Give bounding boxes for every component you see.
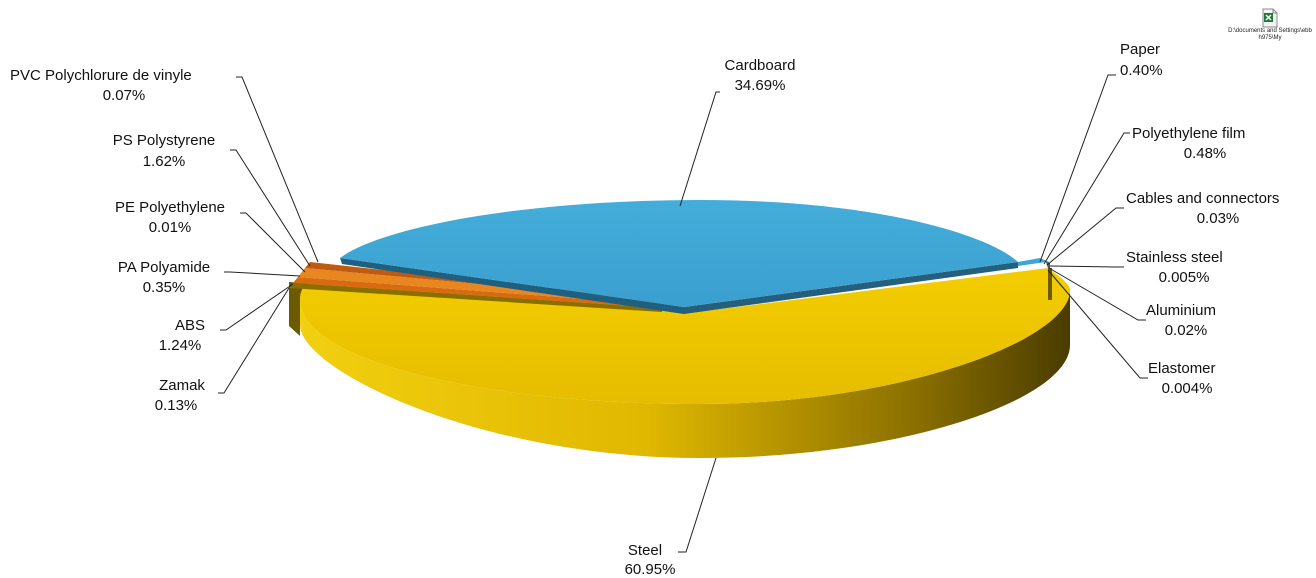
- leader-polyethylene-film: [1043, 132, 1130, 265]
- label-stainless-steel: Stainless steel 0.005%: [1126, 249, 1223, 286]
- slice-steel-right-wall: [1048, 268, 1052, 300]
- label-pa: PA Polyamide 0.35%: [118, 259, 210, 296]
- label-zamak: Zamak 0.13%: [155, 377, 206, 414]
- label-steel: Steel 60.95%: [625, 542, 676, 578]
- label-pe: PE Polyethylene 0.01%: [115, 199, 225, 236]
- slice-cardboard-rim: [340, 258, 684, 314]
- leader-cardboard: [679, 91, 720, 207]
- label-elastomer-name: Elastomer: [1148, 360, 1216, 377]
- label-cardboard: Cardboard 34.69%: [725, 57, 796, 94]
- label-paper-value: 0.40%: [1120, 62, 1163, 79]
- leader-paper: [1039, 74, 1116, 263]
- slice-pa: [293, 277, 662, 308]
- label-cables-value: 0.03%: [1197, 210, 1240, 227]
- label-pe-value: 0.01%: [149, 219, 192, 236]
- label-pa-value: 0.35%: [143, 279, 186, 296]
- label-steel-name: Steel: [628, 542, 662, 559]
- label-ps: PS Polystyrene 1.62%: [113, 132, 216, 170]
- slice-abs: [289, 283, 662, 312]
- label-polyethylene-film-name: Polyethylene film: [1132, 125, 1245, 142]
- label-aluminium-value: 0.02%: [1165, 322, 1208, 339]
- label-zamak-value: 0.13%: [155, 397, 198, 414]
- label-abs-name: ABS: [175, 317, 205, 334]
- slice-cardboard-rim-right: [684, 262, 1018, 314]
- label-pvc-name: PVC Polychlorure de vinyle: [10, 67, 192, 84]
- label-abs: ABS 1.24%: [159, 317, 205, 354]
- slice-cardboard: [340, 200, 1018, 307]
- leader-pe: [240, 212, 306, 273]
- label-abs-value: 1.24%: [159, 337, 202, 354]
- label-zamak-name: Zamak: [159, 377, 205, 394]
- label-aluminium: Aluminium 0.02%: [1146, 302, 1216, 339]
- label-ps-name: PS Polystyrene: [113, 132, 216, 149]
- label-pa-name: PA Polyamide: [118, 259, 210, 276]
- label-cables-name: Cables and connectors: [1126, 190, 1279, 207]
- excel-file-link[interactable]: D:\documents and Settings\ebbh975\My: [1228, 8, 1312, 42]
- label-steel-value: 60.95%: [625, 561, 676, 578]
- label-cardboard-name: Cardboard: [725, 57, 796, 74]
- label-pvc-value: 0.07%: [103, 87, 146, 104]
- label-paper-name: Paper: [1120, 41, 1160, 58]
- label-pe-name: PE Polyethylene: [115, 199, 225, 216]
- excel-file-icon: [1262, 8, 1278, 28]
- leader-pvc: [236, 76, 319, 263]
- slice-paper: [1018, 258, 1046, 266]
- label-pvc: PVC Polychlorure de vinyle 0.07%: [10, 67, 192, 104]
- leader-steel: [678, 457, 717, 553]
- label-cables: Cables and connectors 0.03%: [1126, 190, 1279, 227]
- label-stainless-steel-name: Stainless steel: [1126, 249, 1223, 266]
- label-polyethylene-film: Polyethylene film 0.48%: [1132, 125, 1245, 162]
- leader-cables: [1046, 207, 1124, 266]
- label-stainless-steel-value: 0.005%: [1159, 269, 1210, 286]
- label-paper: Paper 0.40%: [1120, 41, 1163, 79]
- slice-steel-side: [300, 290, 1070, 458]
- label-polyethylene-film-value: 0.48%: [1184, 145, 1227, 162]
- leader-elastomer: [1047, 269, 1148, 379]
- leader-pa: [224, 271, 301, 277]
- leader-stainless-steel: [1049, 265, 1124, 268]
- label-aluminium-name: Aluminium: [1146, 302, 1216, 319]
- leader-zamak: [218, 287, 290, 394]
- excel-file-caption: D:\documents and Settings\ebbh975\My: [1228, 28, 1312, 41]
- label-elastomer-value: 0.004%: [1162, 380, 1213, 397]
- label-ps-value: 1.62%: [143, 153, 186, 170]
- leader-aluminium: [1048, 267, 1146, 321]
- label-elastomer: Elastomer 0.004%: [1148, 360, 1216, 397]
- label-cardboard-value: 34.69%: [735, 77, 786, 94]
- leader-ps: [230, 149, 311, 267]
- leader-abs: [220, 283, 294, 331]
- slice-steel: [300, 268, 1070, 404]
